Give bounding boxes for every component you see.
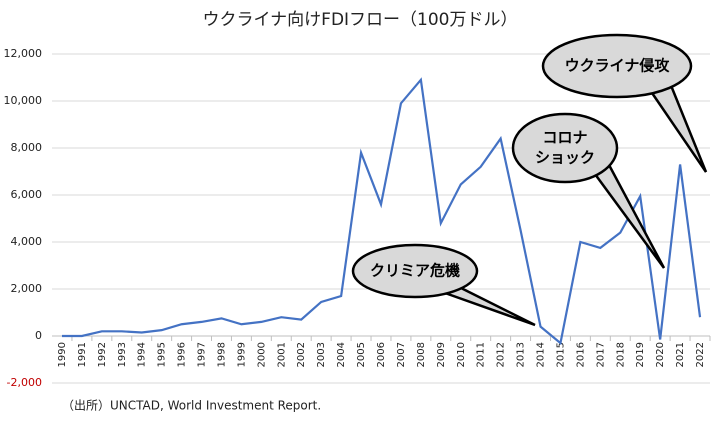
x-tick-label: 2004 (336, 342, 347, 367)
x-tick-label: 2001 (276, 342, 287, 367)
x-tick-label: 2022 (695, 342, 706, 367)
x-tick-label: 1995 (157, 342, 168, 367)
callout-tail-cover (617, 66, 670, 87)
x-tick-label: 1993 (117, 342, 128, 367)
chart-title: ウクライナ向けFDIフロー（100万ドル） (203, 10, 518, 30)
x-tick-label: 2009 (436, 342, 447, 367)
x-tick-label: 2002 (296, 342, 307, 367)
callout-tail-cover (415, 271, 455, 290)
x-tick-label: 2015 (555, 342, 566, 367)
y-tick-label: 10,000 (4, 94, 43, 107)
x-tick-label: 1994 (137, 342, 148, 367)
x-tick-label: 1999 (236, 342, 247, 367)
y-tick-label: -2,000 (7, 376, 42, 389)
x-tick-label: 2000 (256, 342, 267, 367)
x-tick-label: 1998 (216, 342, 227, 367)
x-tick-label: 2017 (595, 342, 606, 367)
source-note: （出所）UNCTAD, World Investment Report. (62, 399, 321, 413)
y-tick-label: 4,000 (11, 235, 43, 248)
x-tick-label: 2010 (456, 342, 467, 367)
callout-tail-cover (565, 148, 608, 167)
callout-text: クリミア危機 (370, 262, 460, 280)
x-tick-label: 1990 (57, 342, 68, 367)
x-tick-label: 1992 (97, 342, 108, 367)
series-line (61, 77, 702, 346)
x-tick-label: 2003 (316, 342, 327, 367)
x-tick-label: 2007 (396, 342, 407, 367)
y-tick-label: 0 (35, 329, 42, 342)
x-tick-label: 2008 (416, 342, 427, 367)
x-tick-label: 2018 (615, 342, 626, 367)
x-tick-label: 2019 (635, 342, 646, 367)
callout-text: コロナ (542, 129, 587, 147)
x-tick-label: 2005 (356, 342, 367, 367)
y-tick-label: 2,000 (11, 282, 43, 295)
x-tick-label: 1997 (197, 342, 208, 367)
x-tick-label: 1991 (77, 342, 88, 367)
y-tick-label: 6,000 (11, 188, 43, 201)
callout-text: ウクライナ侵攻 (565, 57, 671, 75)
y-tick-label: 8,000 (11, 141, 43, 154)
x-tick-label: 2013 (516, 342, 527, 367)
x-tick-label: 2012 (496, 342, 507, 367)
callout: ウクライナ侵攻 (541, 33, 708, 173)
x-tick-label: 1996 (177, 342, 188, 367)
x-tick-label: 2006 (376, 342, 387, 367)
callout: クリミア危機 (351, 243, 536, 327)
y-tick-label: 12,000 (4, 47, 43, 60)
callout-text: ショック (535, 149, 595, 167)
x-tick-label: 2016 (575, 342, 586, 367)
x-tick-label: 2021 (675, 342, 686, 367)
x-tick-label: 2014 (536, 342, 547, 367)
x-tick-label: 2011 (476, 342, 487, 367)
x-tick-label: 2020 (655, 342, 666, 367)
